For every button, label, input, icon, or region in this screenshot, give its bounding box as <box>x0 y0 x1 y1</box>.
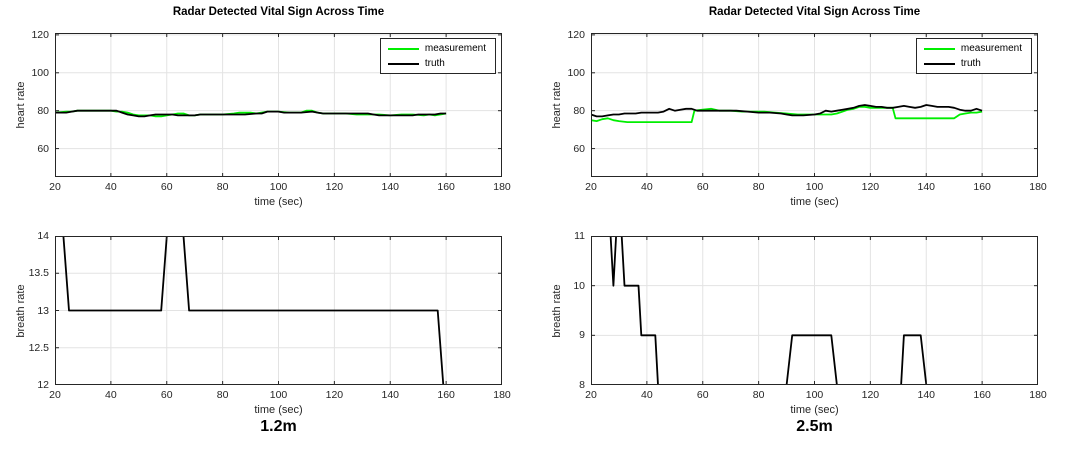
x-tick-label: 60 <box>160 389 173 401</box>
x-tick-label: 100 <box>805 389 824 401</box>
breath-rate-line <box>55 236 447 385</box>
x-tick-label: 80 <box>216 389 229 401</box>
x-tick-label: 100 <box>269 181 288 193</box>
y-tick-label: 80 <box>37 104 49 117</box>
x-tick-label: 140 <box>381 389 400 401</box>
truth-legend-swatch <box>923 62 955 65</box>
x-tick-label: 160 <box>437 181 455 193</box>
y-tick-label: 14 <box>37 230 49 242</box>
plot-title: Radar Detected Vital Sign Across Time <box>172 6 385 18</box>
plot-title: Radar Detected Vital Sign Across Time <box>708 6 921 18</box>
legend-label: truth <box>424 58 445 69</box>
y-tick-label: 60 <box>37 142 49 155</box>
y-tick-label: 10 <box>573 279 585 292</box>
x-axis-label: time (sec) <box>790 404 839 416</box>
truth-line <box>591 104 983 118</box>
y-tick-label: 9 <box>579 329 585 342</box>
x-tick-label: 20 <box>49 181 61 193</box>
x-tick-label: 60 <box>160 181 173 193</box>
legend-item-measurement: measurement <box>923 43 1022 54</box>
legend: measurement truth <box>915 38 1032 74</box>
y-tick-label: 100 <box>567 66 585 79</box>
measurement-legend-swatch <box>387 47 419 50</box>
x-tick-label: 160 <box>437 389 455 401</box>
legend: measurement truth <box>379 38 496 74</box>
caption-distance-1-2m: 1.2m <box>260 418 297 435</box>
truth-line <box>55 109 447 118</box>
x-tick-label: 40 <box>105 389 117 401</box>
y-tick-label: 80 <box>573 104 585 117</box>
x-tick-label: 180 <box>1029 181 1047 193</box>
y-tick-label: 12.5 <box>28 341 49 354</box>
subplot-breath-rate-2-5m: 20 40 60 80 100 120 140 160 180 8 9 10 11 time (sec) b… <box>551 230 1047 416</box>
y-axis-label: breath rate <box>15 283 27 338</box>
y-tick-label: 100 <box>31 66 49 79</box>
caption-distance-2-5m: 2.5m <box>796 418 833 435</box>
legend-label: truth <box>960 58 981 69</box>
subplot-heart-rate-2-5m: Radar Detected Vital Sign Across Time 20 4… <box>551 6 1047 208</box>
y-tick-label: 11 <box>574 230 585 242</box>
subplot-breath-rate-1-2m: 20 40 60 80 100 120 140 160 180 12 12.5 13 13.5 14 tim… <box>15 230 511 416</box>
x-tick-label: 20 <box>585 389 597 401</box>
y-tick-label: 8 <box>579 379 585 391</box>
x-tick-label: 80 <box>752 389 765 401</box>
x-tick-label: 120 <box>325 389 344 401</box>
x-axis-label: time (sec) <box>254 196 303 208</box>
x-axis-label: time (sec) <box>790 196 839 208</box>
x-tick-label: 120 <box>861 181 880 193</box>
x-tick-label: 40 <box>105 181 117 193</box>
y-axis-label: heart rate <box>551 81 563 129</box>
plot-area <box>55 236 502 385</box>
breath-rate-line <box>591 236 983 385</box>
legend-item-truth: truth <box>387 58 486 69</box>
y-tick-label: 120 <box>567 28 585 41</box>
y-tick-label: 60 <box>573 142 585 155</box>
x-tick-label: 180 <box>1029 389 1047 401</box>
x-tick-label: 40 <box>641 389 653 401</box>
measurement-legend-swatch <box>923 47 955 50</box>
x-tick-label: 180 <box>493 181 511 193</box>
x-tick-label: 100 <box>269 389 288 401</box>
x-tick-label: 20 <box>49 389 61 401</box>
x-tick-label: 160 <box>973 389 991 401</box>
x-tick-label: 140 <box>917 389 936 401</box>
x-tick-label: 80 <box>216 181 229 193</box>
legend-item-truth: truth <box>923 58 1022 69</box>
y-tick-label: 13.5 <box>28 267 49 280</box>
x-tick-label: 120 <box>861 389 880 401</box>
plot-area <box>591 236 1038 385</box>
legend-label: measurement <box>960 43 1022 54</box>
truth-legend-swatch <box>387 62 419 65</box>
x-tick-label: 40 <box>641 181 653 193</box>
x-tick-label: 180 <box>493 389 511 401</box>
legend-label: measurement <box>424 43 486 54</box>
x-tick-label: 60 <box>696 389 709 401</box>
plot-area <box>591 33 1038 177</box>
y-tick-label: 12 <box>37 379 49 391</box>
y-axis-label: heart rate <box>15 81 27 129</box>
x-tick-label: 60 <box>696 181 709 193</box>
y-tick-label: 120 <box>31 28 49 41</box>
x-tick-label: 140 <box>381 181 400 193</box>
y-axis-label: breath rate <box>551 283 563 338</box>
x-tick-label: 140 <box>917 181 936 193</box>
x-tick-label: 20 <box>585 181 597 193</box>
x-axis-label: time (sec) <box>254 404 303 416</box>
x-tick-label: 120 <box>325 181 344 193</box>
legend-item-measurement: measurement <box>387 43 486 54</box>
x-tick-label: 160 <box>973 181 991 193</box>
subplot-heart-rate-1-2m: Radar Detected Vital Sign Across Time 20 4… <box>15 6 511 208</box>
y-tick-label: 13 <box>37 304 49 317</box>
x-tick-label: 80 <box>752 181 765 193</box>
x-tick-label: 100 <box>805 181 824 193</box>
